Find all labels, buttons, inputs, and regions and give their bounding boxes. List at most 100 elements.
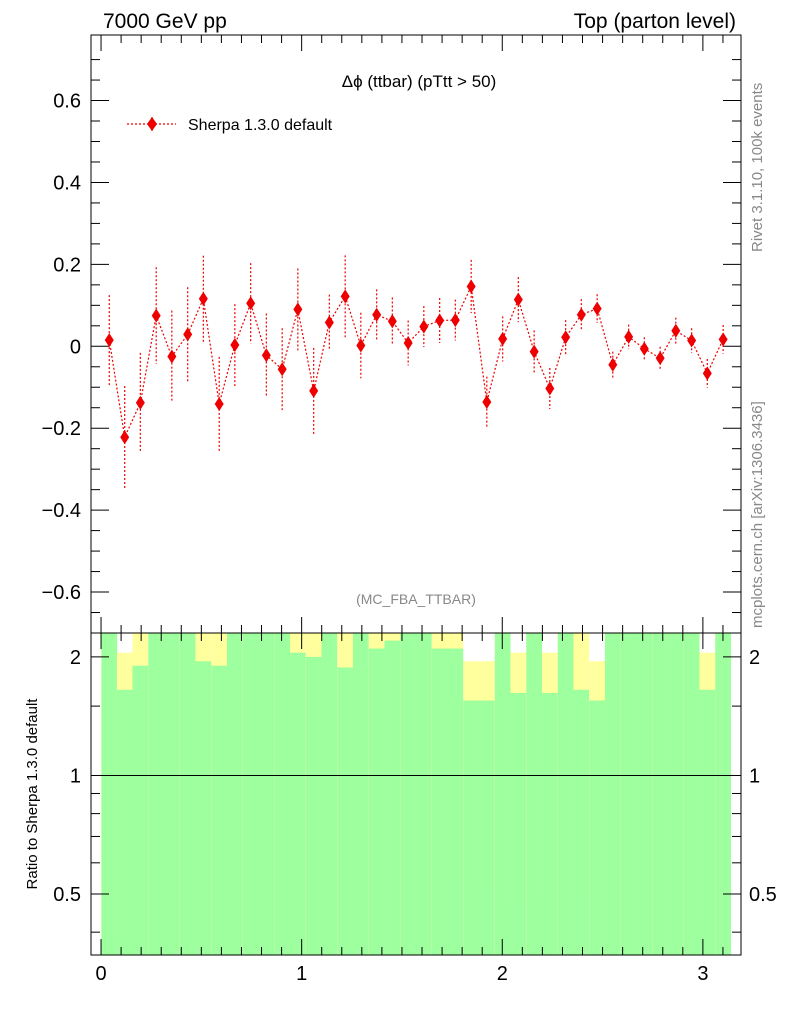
- data-point: [624, 329, 634, 344]
- ratio-inner-band: [321, 633, 338, 955]
- ratio-inner-band: [226, 633, 243, 955]
- data-point: [135, 395, 145, 410]
- ratio-inner-band: [573, 689, 590, 955]
- ratio-inner-band: [431, 648, 448, 955]
- x-tick-label: 2: [497, 963, 508, 985]
- data-point: [687, 333, 697, 348]
- x-tick-labels: 0 1 2 3: [95, 963, 708, 985]
- ratio-y-tick-label-right: 2: [749, 647, 760, 669]
- data-point: [592, 301, 602, 316]
- ratio-inner-band: [463, 700, 480, 955]
- ratio-inner-band: [179, 633, 196, 955]
- ratio-inner-band: [652, 633, 669, 955]
- main-y-tick-labels: −0.6 −0.4 −0.2 0 0.2 0.4 0.6: [42, 91, 81, 605]
- data-point: [403, 336, 413, 351]
- data-point: [340, 289, 350, 304]
- header-left: 7000 GeV pp: [103, 10, 227, 33]
- ratio-inner-band: [589, 700, 606, 955]
- data-point: [671, 323, 681, 338]
- rivet-version-label: Rivet 3.1.10, 100k events: [749, 83, 766, 252]
- ratio-y-axis-label: Ratio to Sherpa 1.3.0 default: [24, 698, 41, 890]
- data-point: [214, 397, 224, 412]
- data-point: [498, 331, 508, 346]
- ratio-inner-band: [352, 633, 369, 955]
- data-point: [608, 357, 618, 372]
- data-point: [167, 349, 177, 364]
- ratio-inner-band: [494, 633, 511, 955]
- mcplots-label: mcplots.cern.ch [arXiv:1306.3436]: [749, 401, 766, 628]
- data-point: [246, 296, 256, 311]
- ratio-inner-band: [415, 633, 432, 955]
- ratio-inner-band: [368, 648, 385, 955]
- data-point: [529, 344, 539, 359]
- ratio-inner-band: [620, 633, 637, 955]
- series-line: [108, 284, 724, 440]
- main-axis-ticks: [91, 35, 741, 634]
- data-point: [293, 302, 303, 317]
- ratio-inner-band: [101, 633, 118, 955]
- ratio-inner-band: [211, 665, 228, 955]
- data-point: [466, 279, 476, 294]
- legend-entry: Sherpa 1.3.0 default: [188, 117, 333, 134]
- data-point: [655, 351, 665, 366]
- ratio-panel-frame: [90, 632, 742, 956]
- ratio-inner-band: [242, 633, 259, 955]
- data-point: [513, 292, 523, 307]
- main-y-tick-label: −0.4: [42, 500, 81, 522]
- data-point: [309, 383, 319, 398]
- ratio-inner-band: [715, 633, 732, 955]
- main-y-tick-label: 0.4: [53, 172, 81, 194]
- ratio-inner-band: [510, 692, 527, 955]
- data-point: [356, 338, 366, 353]
- main-y-tick-label: 0.2: [53, 254, 81, 276]
- ratio-inner-band: [195, 661, 212, 955]
- ratio-inner-band: [699, 689, 716, 955]
- data-point: [482, 394, 492, 409]
- legend-marker: [147, 117, 157, 131]
- x-tick-label: 3: [697, 963, 708, 985]
- ratio-inner-band: [478, 700, 495, 955]
- data-point: [151, 308, 161, 323]
- ratio-inner-band: [148, 633, 165, 955]
- ratio-inner-band: [337, 667, 354, 955]
- data-point: [718, 332, 728, 347]
- ratio-inner-band: [132, 665, 149, 955]
- data-point: [104, 333, 114, 348]
- ratio-inner-band: [667, 633, 684, 955]
- ratio-inner-band: [384, 640, 401, 955]
- ratio-y-tick-label-right: 1: [749, 765, 760, 787]
- ratio-y-tick-label-left: 0.5: [53, 884, 81, 906]
- ratio-bands: [101, 633, 732, 955]
- data-point: [261, 348, 271, 363]
- main-y-tick-label: −0.6: [42, 582, 81, 604]
- ratio-inner-band: [163, 633, 180, 955]
- ratio-inner-band: [447, 648, 464, 955]
- ratio-inner-band: [116, 689, 133, 955]
- data-point: [198, 291, 208, 306]
- ratio-inner-band: [305, 656, 322, 955]
- data-point: [183, 327, 193, 342]
- data-point: [324, 315, 334, 330]
- ratio-y-tick-label-left: 1: [70, 765, 81, 787]
- legend: Sherpa 1.3.0 default: [127, 117, 333, 134]
- data-point: [230, 338, 240, 353]
- ratio-inner-band: [289, 652, 306, 955]
- x-tick-label: 0: [95, 963, 106, 985]
- data-point: [545, 381, 555, 396]
- main-plot-title: Δϕ (ttbar) (pTtt > 50): [342, 72, 497, 91]
- ratio-inner-band: [400, 633, 417, 955]
- data-point: [372, 307, 382, 322]
- ratio-inner-band: [683, 633, 700, 955]
- data-point: [576, 307, 586, 322]
- ratio-inner-band: [541, 692, 558, 955]
- ratio-inner-band: [604, 633, 621, 955]
- ratio-inner-band: [274, 633, 291, 955]
- data-point: [120, 430, 130, 445]
- data-point: [277, 362, 287, 377]
- main-series: [104, 255, 728, 489]
- data-point: [450, 313, 460, 328]
- data-point: [702, 366, 712, 381]
- main-y-tick-label: 0.6: [53, 91, 81, 113]
- data-point: [639, 341, 649, 356]
